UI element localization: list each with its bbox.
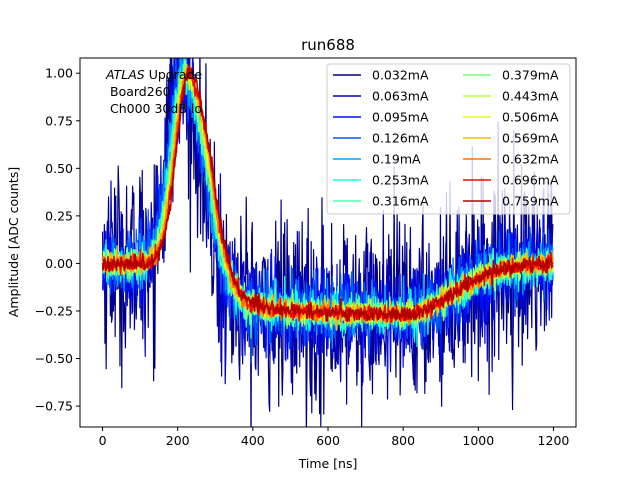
- legend-label: 0.506mA: [502, 110, 559, 125]
- annotation-atlas: ATLAS: [105, 67, 145, 82]
- legend-box: [326, 63, 571, 215]
- y-tick-label: 1.00: [45, 66, 73, 81]
- legend-label: 0.316mA: [372, 194, 429, 209]
- legend: 0.032mA 0.063mA 0.095mA 0.126mA 0.19mA 0.253m…: [326, 63, 571, 215]
- y-axis: −0.75 −0.50 −0.25 0.00 0.25 0.50 0.75 1.00: [35, 66, 80, 414]
- y-tick-label: −0.50: [35, 351, 73, 366]
- legend-label: 0.759mA: [502, 194, 559, 209]
- x-axis-label: Time [ns]: [298, 456, 358, 471]
- annotation-upgrade: Upgrade: [145, 67, 203, 82]
- legend-label: 0.032mA: [372, 68, 429, 83]
- legend-label: 0.696mA: [502, 173, 559, 188]
- chart-title: run688: [301, 36, 355, 54]
- legend-label: 0.095mA: [372, 110, 429, 125]
- x-tick-label: 400: [241, 433, 265, 448]
- legend-label: 0.063mA: [372, 89, 429, 104]
- legend-label: 0.632mA: [502, 152, 559, 167]
- x-axis: 0 200 400 600 800 1000 1200: [99, 427, 570, 448]
- x-tick-label: 0: [99, 433, 107, 448]
- legend-label: 0.253mA: [372, 173, 429, 188]
- annotation-line-3: Ch000 30dB lo: [110, 101, 202, 116]
- y-tick-label: −0.75: [35, 399, 73, 414]
- annotation-line-2: Board260: [110, 84, 171, 99]
- series-group: [101, 58, 554, 427]
- legend-label: 0.126mA: [372, 131, 429, 146]
- y-tick-label: 0.50: [45, 161, 73, 176]
- x-tick-label: 1200: [538, 433, 570, 448]
- y-tick-label: −0.25: [35, 303, 73, 318]
- legend-label: 0.569mA: [502, 131, 559, 146]
- series-line: [102, 67, 554, 330]
- legend-label: 0.19mA: [372, 152, 421, 167]
- y-tick-label: 0.00: [45, 256, 73, 271]
- y-tick-label: 0.25: [45, 208, 73, 223]
- legend-label: 0.443mA: [502, 89, 559, 104]
- annotation: ATLAS Upgrade Board260 Ch000 30dB lo: [105, 67, 202, 116]
- annotation-line-1: ATLAS Upgrade: [105, 67, 202, 82]
- x-tick-label: 1000: [462, 433, 494, 448]
- legend-label: 0.379mA: [502, 68, 559, 83]
- x-tick-label: 200: [166, 433, 190, 448]
- x-tick-label: 600: [316, 433, 340, 448]
- series-line: [101, 64, 554, 323]
- y-tick-label: 0.75: [45, 113, 73, 128]
- x-tick-label: 800: [391, 433, 415, 448]
- y-axis-label: Amplitude [ADC counts]: [6, 167, 21, 317]
